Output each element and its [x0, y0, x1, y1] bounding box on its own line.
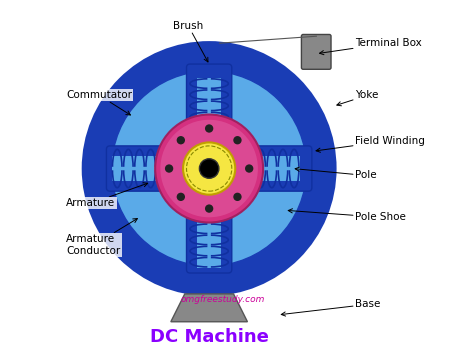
Bar — [197, 89, 221, 100]
Bar — [123, 156, 134, 181]
Bar — [197, 100, 221, 111]
Text: Commutator: Commutator — [66, 91, 132, 115]
Circle shape — [84, 43, 335, 294]
Circle shape — [233, 136, 242, 144]
Text: Pole Shoe: Pole Shoe — [288, 209, 406, 222]
Circle shape — [200, 159, 219, 178]
Bar — [197, 122, 221, 134]
Text: Brush: Brush — [173, 21, 208, 62]
Bar — [197, 212, 221, 223]
Bar — [266, 156, 277, 181]
Text: Base: Base — [281, 299, 381, 316]
Bar — [112, 156, 123, 181]
Text: Terminal Box: Terminal Box — [319, 38, 422, 55]
Bar — [197, 257, 221, 268]
Circle shape — [160, 120, 258, 217]
Bar — [197, 223, 221, 234]
Bar — [244, 156, 255, 181]
FancyBboxPatch shape — [186, 197, 232, 273]
Circle shape — [183, 143, 235, 195]
Bar — [145, 156, 156, 181]
Text: Armature: Armature — [66, 183, 147, 208]
Text: Field Winding: Field Winding — [316, 136, 425, 152]
Bar — [197, 78, 221, 89]
FancyBboxPatch shape — [107, 146, 180, 191]
Text: Yoke: Yoke — [337, 91, 379, 106]
Bar — [255, 156, 266, 181]
FancyBboxPatch shape — [301, 34, 331, 69]
FancyBboxPatch shape — [186, 64, 232, 141]
Circle shape — [233, 193, 242, 201]
Bar — [277, 156, 289, 181]
Circle shape — [177, 136, 185, 144]
Bar — [156, 156, 167, 181]
Text: Armature
Conductor: Armature Conductor — [66, 219, 137, 256]
Circle shape — [245, 164, 254, 173]
Bar — [289, 156, 300, 181]
Circle shape — [165, 164, 173, 173]
Circle shape — [112, 71, 307, 266]
Circle shape — [177, 193, 185, 201]
Text: Pole: Pole — [295, 167, 377, 180]
FancyBboxPatch shape — [239, 146, 312, 191]
Polygon shape — [171, 294, 247, 322]
Circle shape — [205, 124, 213, 133]
Text: omgfreestudy.com: omgfreestudy.com — [181, 294, 265, 304]
Circle shape — [205, 204, 213, 213]
Bar — [134, 156, 145, 181]
Bar — [197, 234, 221, 245]
Text: DC Machine: DC Machine — [150, 328, 269, 346]
Bar — [197, 245, 221, 257]
Bar — [197, 111, 221, 122]
Circle shape — [155, 114, 263, 223]
